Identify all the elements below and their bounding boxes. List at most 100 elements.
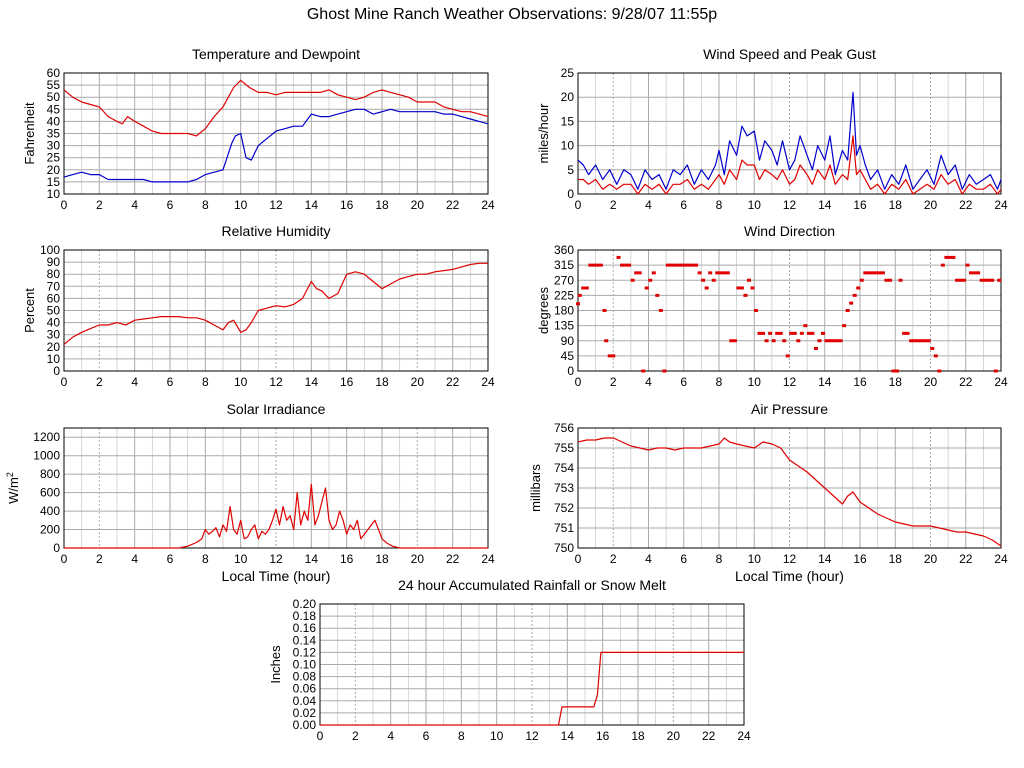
data-point: [725, 271, 730, 275]
y-tick-label: 360: [554, 243, 574, 257]
data-point: [588, 263, 593, 267]
data-point: [644, 286, 649, 290]
data-point: [961, 278, 966, 282]
data-point: [634, 271, 639, 275]
data-point: [616, 255, 621, 259]
y-tick-label: 0.04: [293, 694, 317, 708]
data-point: [828, 339, 833, 343]
data-point: [905, 331, 910, 335]
x-tick-label: 18: [375, 375, 389, 389]
x-tick-label: 24: [481, 552, 495, 566]
data-point: [746, 278, 751, 282]
data-point: [736, 286, 741, 290]
series-line-red: [578, 135, 1002, 195]
x-tick-label: 6: [680, 198, 687, 212]
x-tick-label: 24: [994, 552, 1008, 566]
data-point: [877, 271, 882, 275]
y-tick-label: 45: [47, 102, 61, 116]
data-point: [672, 263, 677, 267]
x-tick-label: 8: [716, 375, 723, 389]
y-tick-label: 55: [47, 78, 61, 92]
data-point: [648, 278, 653, 282]
x-tick-label: 10: [490, 729, 504, 743]
data-point: [775, 331, 780, 335]
x-tick-label: 10: [748, 198, 762, 212]
y-tick-label: 315: [554, 258, 574, 272]
x-axis-label: Local Time (hour): [735, 568, 844, 584]
x-tick-label: 18: [631, 729, 645, 743]
y-tick-label: 25: [47, 151, 61, 165]
plot-frame: [577, 427, 1002, 549]
data-point: [789, 331, 794, 335]
x-tick-label: 0: [575, 552, 582, 566]
y-tick-label: 15: [561, 114, 575, 128]
data-point: [813, 346, 818, 350]
x-tick-label: 4: [131, 198, 138, 212]
y-tick-label: 60: [47, 291, 61, 305]
x-tick-label: 0: [575, 198, 582, 212]
x-tick-label: 12: [783, 198, 797, 212]
data-point: [803, 324, 808, 328]
y-tick-label: 15: [47, 175, 61, 189]
data-point: [662, 369, 667, 373]
x-tick-label: 24: [737, 729, 751, 743]
y-axis-label: Fahrenheit: [22, 102, 37, 165]
data-point: [887, 278, 892, 282]
data-point: [842, 324, 847, 328]
data-point: [757, 331, 762, 335]
data-point: [884, 278, 889, 282]
x-tick-label: 18: [375, 198, 389, 212]
y-axis-label: Percent: [22, 288, 37, 333]
x-tick-label: 12: [269, 375, 283, 389]
x-tick-label: 14: [818, 198, 832, 212]
x-tick-label: 2: [610, 375, 617, 389]
y-tick-label: 180: [554, 304, 574, 318]
data-point: [926, 339, 931, 343]
x-tick-label: 22: [959, 552, 973, 566]
x-tick-label: 12: [525, 729, 539, 743]
data-point: [937, 369, 942, 373]
data-point: [620, 263, 625, 267]
data-point: [909, 339, 914, 343]
data-point: [627, 263, 632, 267]
x-tick-label: 6: [680, 552, 687, 566]
x-tick-label: 18: [889, 375, 903, 389]
series-line-red: [577, 437, 1002, 547]
data-point: [990, 278, 995, 282]
y-tick-label: 20: [47, 340, 61, 354]
x-tick-label: 14: [818, 552, 832, 566]
data-point: [665, 263, 670, 267]
x-tick-label: 8: [202, 375, 209, 389]
x-tick-label: 6: [167, 552, 174, 566]
x-tick-label: 0: [575, 375, 582, 389]
data-point: [732, 339, 737, 343]
data-point: [576, 302, 580, 306]
data-point: [604, 339, 609, 343]
data-point: [785, 354, 790, 358]
y-tick-label: 1200: [33, 430, 60, 444]
x-tick-label: 0: [317, 729, 324, 743]
y-tick-label: 270: [554, 273, 574, 287]
x-tick-label: 10: [234, 375, 248, 389]
data-point: [965, 263, 970, 267]
y-tick-label: 0.18: [293, 609, 317, 623]
data-point: [954, 278, 959, 282]
y-tick-label: 750: [554, 541, 574, 555]
x-tick-label: 6: [167, 375, 174, 389]
data-point: [916, 339, 921, 343]
y-tick-label: 0.00: [293, 718, 317, 732]
data-point: [722, 271, 727, 275]
plot-frame: [63, 427, 489, 549]
data-point: [852, 293, 857, 297]
y-tick-label: 0.06: [293, 682, 317, 696]
x-tick-label: 16: [853, 198, 867, 212]
x-tick-label: 20: [924, 198, 938, 212]
x-tick-label: 2: [610, 198, 617, 212]
x-tick-label: 10: [234, 552, 248, 566]
data-point: [729, 339, 734, 343]
x-tick-label: 18: [889, 198, 903, 212]
data-point: [799, 331, 804, 335]
